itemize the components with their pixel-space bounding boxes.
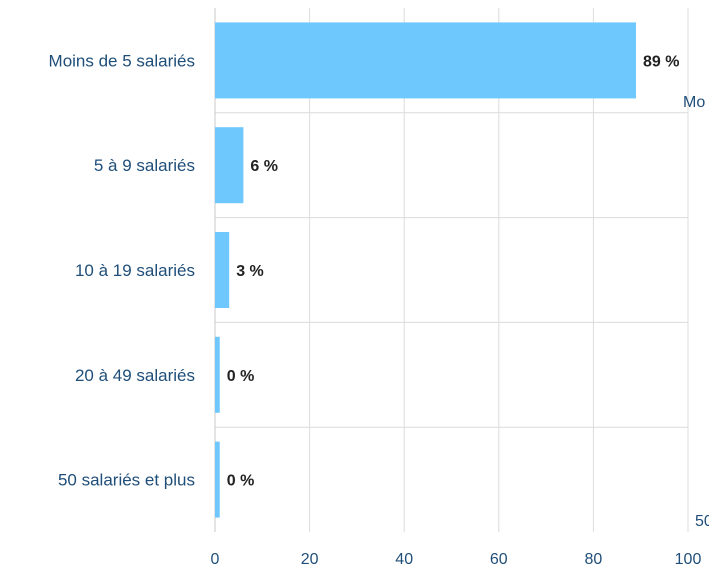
x-axis-tick-labels: 0 20 40 60 80 100 <box>211 551 702 568</box>
data-label: 0 % <box>227 473 255 490</box>
x-tick-label: 80 <box>585 551 603 568</box>
data-label: 0 % <box>227 368 255 385</box>
data-labels: 89 % 6 % 3 % 0 % 0 % <box>227 53 680 489</box>
x-tick-label: 60 <box>490 551 508 568</box>
x-tick-label: 40 <box>395 551 413 568</box>
category-label: 50 salariés et plus <box>58 471 195 490</box>
category-labels: Moins de 5 salariés 5 à 9 salariés 10 à 19… <box>49 51 195 489</box>
x-tick-label: 20 <box>301 551 319 568</box>
x-tick-label: 0 <box>211 551 220 568</box>
bar <box>215 127 244 204</box>
bar <box>215 441 220 518</box>
clipped-label-top: Mo <box>683 94 705 111</box>
data-label: 6 % <box>250 158 278 175</box>
data-label: 3 % <box>236 263 264 280</box>
category-label: 20 à 49 salariés <box>75 366 195 385</box>
bar <box>215 232 230 308</box>
bars <box>215 22 636 518</box>
category-label: 5 à 9 salariés <box>94 156 195 175</box>
bar <box>215 22 636 99</box>
data-label: 89 % <box>643 53 679 70</box>
bar <box>215 336 220 413</box>
category-label: Moins de 5 salariés <box>49 51 195 70</box>
category-label: 10 à 19 salariés <box>75 261 195 280</box>
clipped-label-bottom: 50 <box>695 513 709 530</box>
x-tick-label: 100 <box>675 551 702 568</box>
